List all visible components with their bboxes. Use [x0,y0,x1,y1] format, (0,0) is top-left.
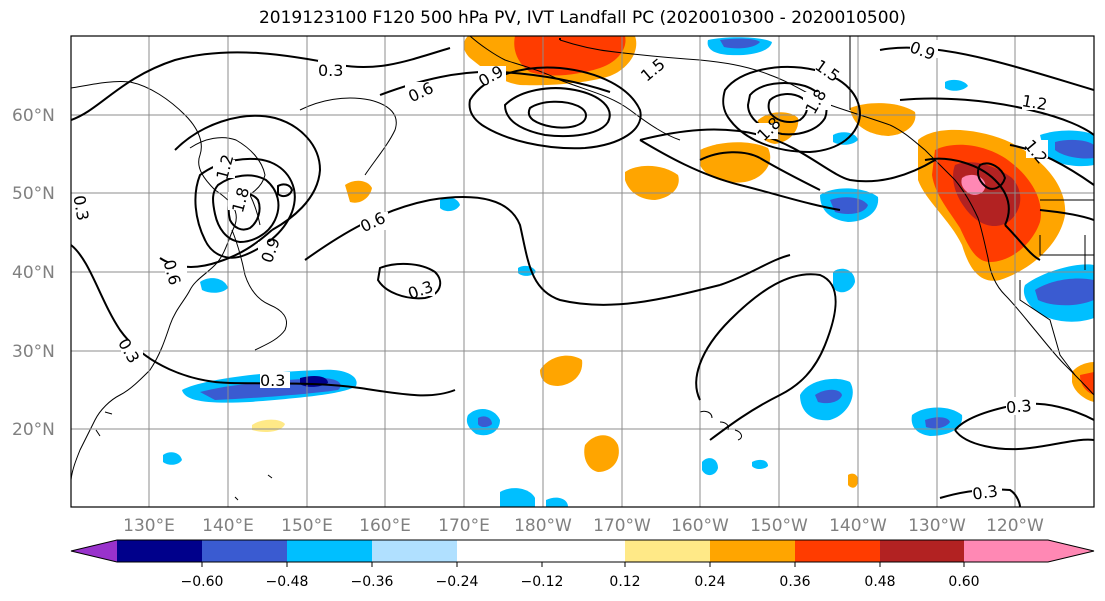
colorbar-tick-label: −0.36 [351,574,394,590]
contour-label: 0.3 [260,371,285,390]
lon-label-180w: 180°W [514,516,572,536]
lon-label-150w: 150°W [750,516,808,536]
colorbar-tick-label: −0.12 [521,574,564,590]
colorbar-cell [202,540,287,562]
contour-label: 1.2 [1020,91,1048,114]
colorbar-outline [70,539,1095,563]
colorbar-tick-label: 0.24 [694,574,725,590]
colorbar-tick-label: 0.12 [609,574,640,590]
lat-label-60n: 60°N [12,106,55,126]
colorbar-cell [710,540,795,562]
colorbar-cell [457,540,542,562]
colorbar-tick-label: 0.48 [864,574,895,590]
lon-label-160w: 160°W [671,516,729,536]
lon-label-150e: 150°E [281,516,333,536]
lon-label-160e: 160°E [359,516,411,536]
longitude-labels: 130°E 140°E 150°E 160°E 170°E 180°W 170°… [123,516,1044,536]
colorbar-cell [287,540,372,562]
colorbar-cell [880,540,964,562]
colorbar-cell [1048,540,1094,562]
colorbar-tick-label: 0.36 [779,574,810,590]
colorbar-tick-label: −0.24 [436,574,479,590]
map-frame [70,35,1095,508]
lon-label-140e: 140°E [202,516,254,536]
lon-label-130w: 130°W [908,516,966,536]
lon-label-130e: 130°E [123,516,175,536]
colorbar-cell [964,540,1048,562]
colorbar-cell [71,540,117,562]
lat-label-30n: 30°N [12,342,55,362]
colorbar-cell [117,540,202,562]
lon-label-170w: 170°W [593,516,651,536]
colorbar-tick-label: −0.60 [181,574,224,590]
lat-label-20n: 20°N [12,420,55,440]
colorbar-cell [372,540,457,562]
colorbar: −0.60 −0.48 −0.36 −0.24 −0.12 0.12 0.24 … [70,539,1095,590]
lat-label-50n: 50°N [12,184,55,204]
lon-label-170e: 170°E [438,516,490,536]
contour-label-layer: 0.3 0.6 0.9 1.5 1.8 0.9 1.2 1.5 0.3 1.8 … [69,37,1051,503]
colorbar-cell [542,540,625,562]
contour-label: 0.3 [69,194,92,222]
contour-label: 0.3 [971,481,999,503]
map-title: 2019123100 F120 500 hPa PV, IVT Landfall… [258,8,906,28]
colorbar-cell [795,540,880,562]
colorbar-tick-label: 0.60 [948,574,979,590]
lat-label-40n: 40°N [12,263,55,283]
lon-label-140w: 140°W [829,516,887,536]
latitude-labels: 60°N 50°N 40°N 30°N 20°N [12,106,55,440]
lon-label-120w: 120°W [986,516,1044,536]
colorbar-cell [625,540,710,562]
contour-label: 0.3 [1005,396,1032,417]
colorbar-tick-label: −0.48 [266,574,309,590]
contour-label: 0.3 [318,61,343,80]
